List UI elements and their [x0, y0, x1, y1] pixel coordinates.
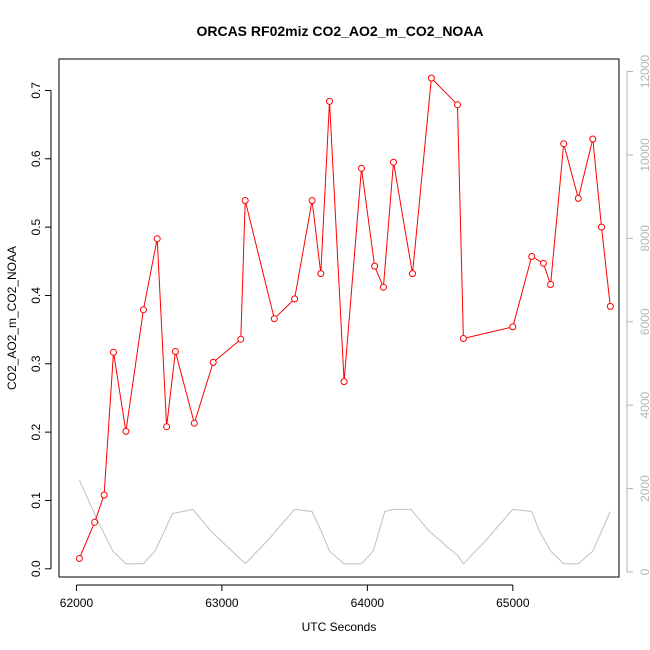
right-tick-label: 10000	[638, 138, 650, 172]
x-tick-label: 62000	[60, 596, 94, 610]
data-point	[110, 348, 117, 356]
data-point	[139, 306, 147, 314]
data-point	[598, 223, 605, 231]
left-tick-label: 0.4	[29, 287, 43, 304]
data-point	[606, 302, 614, 310]
data-point	[291, 295, 299, 303]
data-point	[237, 335, 245, 343]
data-point	[454, 101, 461, 109]
data-point	[574, 194, 582, 202]
data-point	[509, 323, 517, 331]
left-tick-label: 0.0	[29, 560, 43, 577]
data-point	[358, 164, 365, 172]
data-point	[547, 281, 555, 288]
x-axis: 62000 63000 64000 65000	[60, 584, 530, 610]
y-axis-label: CO2_AO2_m_CO2_NOAA	[5, 246, 19, 390]
data-point	[75, 555, 83, 562]
x-axis-label: UTC Seconds	[302, 620, 377, 634]
plot-area	[58, 58, 620, 578]
data-point	[100, 491, 108, 499]
x-tick-label: 63000	[205, 596, 239, 610]
data-point	[270, 315, 278, 323]
data-point	[427, 74, 435, 82]
data-point	[91, 518, 99, 526]
left-tick-label: 0.2	[29, 423, 43, 440]
data-point	[122, 427, 130, 435]
x-tick-label: 64000	[351, 596, 385, 610]
data-point	[326, 97, 333, 105]
secondary-series-line	[78, 479, 611, 565]
left-tick-label: 0.6	[29, 150, 43, 167]
left-y-axis: 0.0 0.1 0.2 0.3 0.4 0.5 0.6 0.7	[29, 82, 52, 577]
data-point	[153, 235, 161, 243]
data-point	[459, 335, 467, 342]
data-point	[379, 283, 387, 291]
data-point	[163, 423, 171, 431]
right-tick-label: 4000	[638, 391, 650, 418]
right-tick-label: 12000	[638, 55, 650, 89]
data-point	[371, 262, 379, 270]
left-tick-label: 0.1	[29, 492, 43, 509]
x-tick-label: 65000	[496, 596, 530, 610]
data-point	[317, 270, 325, 278]
primary-series-line	[78, 76, 611, 559]
data-point	[589, 135, 597, 143]
data-point	[308, 197, 316, 204]
data-point	[560, 140, 568, 148]
series-layer	[75, 74, 614, 565]
data-point	[209, 358, 217, 366]
data-point	[190, 419, 198, 427]
data-point	[171, 348, 179, 355]
data-point	[241, 197, 249, 204]
right-tick-label: 0	[638, 568, 650, 575]
left-tick-label: 0.3	[29, 355, 43, 372]
data-point	[528, 253, 536, 260]
data-point	[539, 259, 547, 267]
left-tick-label: 0.5	[29, 218, 43, 235]
data-point	[340, 378, 348, 386]
data-point	[390, 158, 397, 166]
right-y-axis: 0 2000 4000 6000 8000 10000 12000	[626, 55, 650, 575]
right-tick-label: 6000	[638, 308, 650, 335]
data-point	[409, 270, 416, 278]
right-tick-label: 2000	[638, 475, 650, 502]
chart-title: ORCAS RF02miz CO2_AO2_m_CO2_NOAA	[196, 23, 483, 39]
left-tick-label: 0.7	[29, 82, 43, 99]
right-tick-label: 8000	[638, 225, 650, 252]
